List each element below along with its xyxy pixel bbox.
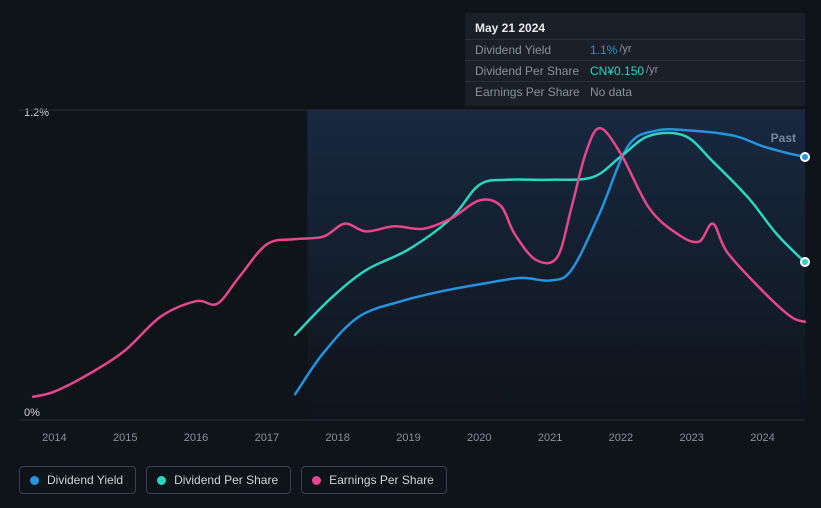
legend-label: Earnings Per Share xyxy=(329,473,434,487)
plot-area[interactable] xyxy=(19,110,805,420)
chart-tooltip: May 21 2024 Dividend Yield1.1%/yrDividen… xyxy=(465,13,805,106)
tooltip-row-suffix: /yr xyxy=(619,43,631,57)
x-axis: 2014 2015 2016 2017 2018 2019 2020 2021 2022 2023… xyxy=(19,432,805,452)
tooltip-row-value: 1.1% xyxy=(590,43,617,57)
tooltip-row-value: CN¥0.150 xyxy=(590,64,644,78)
tooltip-date: May 21 2024 xyxy=(465,17,805,40)
legend-swatch xyxy=(30,476,39,485)
dividend-chart: May 21 2024 Dividend Yield1.1%/yrDividen… xyxy=(0,0,821,508)
x-axis-tick: 2020 xyxy=(467,432,491,444)
legend-label: Dividend Per Share xyxy=(174,473,278,487)
tooltip-row: Dividend Per ShareCN¥0.150/yr xyxy=(465,61,805,82)
tooltip-row-suffix: /yr xyxy=(646,64,658,78)
tooltip-row-label: Dividend Yield xyxy=(475,43,590,57)
x-axis-tick: 2021 xyxy=(538,432,562,444)
legend-swatch xyxy=(312,476,321,485)
x-axis-tick: 2024 xyxy=(750,432,774,444)
legend-item[interactable]: Earnings Per Share xyxy=(301,466,447,494)
x-axis-tick: 2014 xyxy=(42,432,66,444)
x-axis-tick: 2019 xyxy=(396,432,420,444)
chart-legend: Dividend Yield Dividend Per Share Earnings… xyxy=(19,466,447,494)
legend-item[interactable]: Dividend Yield xyxy=(19,466,136,494)
legend-item[interactable]: Dividend Per Share xyxy=(146,466,291,494)
chart-svg xyxy=(19,110,805,420)
tooltip-row-label: Earnings Per Share xyxy=(475,85,590,99)
legend-label: Dividend Yield xyxy=(47,473,123,487)
series-end-marker xyxy=(800,257,810,267)
x-axis-tick: 2015 xyxy=(113,432,137,444)
x-axis-tick: 2022 xyxy=(609,432,633,444)
legend-swatch xyxy=(157,476,166,485)
tooltip-row-value: No data xyxy=(590,85,632,99)
x-axis-tick: 2016 xyxy=(184,432,208,444)
tooltip-row: Earnings Per ShareNo data xyxy=(465,82,805,102)
series-end-marker xyxy=(800,152,810,162)
x-axis-tick: 2018 xyxy=(325,432,349,444)
x-axis-tick: 2023 xyxy=(679,432,703,444)
tooltip-row-label: Dividend Per Share xyxy=(475,64,590,78)
tooltip-row: Dividend Yield1.1%/yr xyxy=(465,40,805,61)
x-axis-tick: 2017 xyxy=(255,432,279,444)
